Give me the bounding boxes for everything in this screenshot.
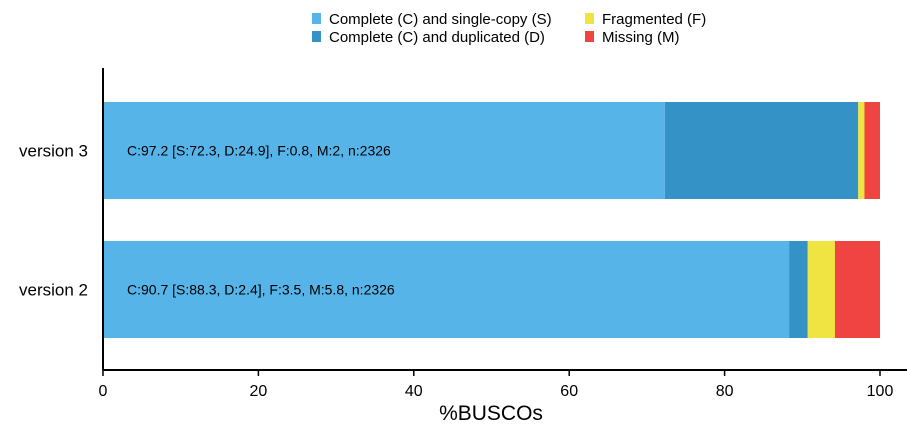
legend-swatch-m bbox=[585, 31, 594, 42]
bar-segment-s-version-2 bbox=[103, 241, 790, 338]
bar-segment-f-version-3 bbox=[858, 102, 865, 199]
bar-segment-d-version-2 bbox=[789, 241, 808, 338]
bar-segment-m-version-3 bbox=[864, 102, 880, 199]
legend-label-m: Missing (M) bbox=[602, 29, 680, 46]
x-tick-label: 40 bbox=[405, 383, 423, 400]
legend: Complete (C) and single-copy (S)Complete… bbox=[312, 11, 706, 46]
x-tick-label: 80 bbox=[716, 383, 734, 400]
bar-label: C:90.7 [S:88.3, D:2.4], F:3.5, M:5.8, n:… bbox=[127, 282, 395, 298]
category-label: version 2 bbox=[19, 281, 88, 300]
bars bbox=[103, 102, 880, 338]
legend-label-f: Fragmented (F) bbox=[602, 11, 706, 28]
x-tick-label: 20 bbox=[250, 383, 268, 400]
legend-label-d: Complete (C) and duplicated (D) bbox=[329, 29, 545, 46]
legend-label-s: Complete (C) and single-copy (S) bbox=[329, 11, 552, 28]
x-axis: 0 20 40 60 80 100 bbox=[99, 369, 907, 400]
x-tick-label: 0 bbox=[99, 383, 108, 400]
legend-swatch-s bbox=[312, 13, 321, 24]
legend-swatch-d bbox=[312, 31, 321, 42]
bar-segment-f-version-2 bbox=[807, 241, 835, 338]
bar-segment-m-version-2 bbox=[834, 241, 880, 338]
x-axis-title: %BUSCOs bbox=[439, 402, 543, 425]
bar-segment-d-version-3 bbox=[664, 102, 859, 199]
category-label: version 3 bbox=[19, 142, 88, 161]
y-axis: version 3 version 2 bbox=[19, 68, 104, 370]
bar-labels: C:97.2 [S:72.3, D:24.9], F:0.8, M:2, n:2… bbox=[127, 143, 395, 298]
x-tick-label: 100 bbox=[867, 383, 894, 400]
legend-swatch-f bbox=[585, 13, 594, 24]
x-tick-label: 60 bbox=[560, 383, 578, 400]
bar-segment-s-version-3 bbox=[103, 102, 665, 199]
bar-label: C:97.2 [S:72.3, D:24.9], F:0.8, M:2, n:2… bbox=[127, 143, 391, 159]
